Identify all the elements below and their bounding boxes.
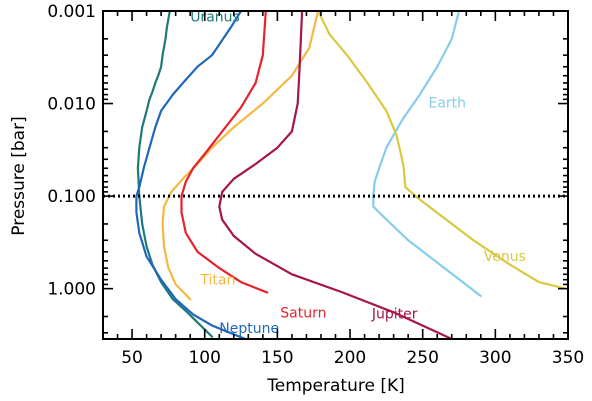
y-tick-label: 1.000 [47,280,96,300]
x-tick-label: 300 [479,348,511,368]
x-tick-label: 50 [121,348,143,368]
series-line-saturn [180,11,269,294]
x-tick-label: 250 [406,348,438,368]
series-label-earth: Earth [429,95,467,111]
series-label-venus: Venus [484,249,526,265]
series-labels-layer: Uranus Earth Venus Titan Saturn Jupiter Neptun… [190,10,526,337]
x-tick-label: 150 [261,348,293,368]
y-axis-title: Pressure [bar] [9,116,29,235]
series-label-uranus: Uranus [190,10,240,26]
tick-labels-layer: 50 100 150 200 250 300 350 0.001 0.010 0.100 1.000 [47,2,584,368]
y-tick-label: 0.001 [47,2,96,22]
series-line-uranus [136,11,214,338]
series-line-neptune [135,11,247,339]
series-line-earth [372,11,482,298]
series-label-saturn: Saturn [280,305,326,321]
x-tick-label: 350 [552,348,584,368]
series-label-neptune: Neptune [219,321,279,337]
y-tick-label: 0.010 [47,95,96,115]
series-label-jupiter: Jupiter [371,306,418,322]
ticks-layer [102,10,569,339]
series-line-titan [161,11,320,301]
x-tick-label: 100 [188,348,220,368]
x-axis-title: Temperature [K] [266,376,405,396]
series-line-jupiter [218,11,453,339]
series-line-venus [317,11,567,290]
series-label-titan: Titan [199,272,235,288]
x-tick-label: 200 [334,348,366,368]
y-tick-label: 0.100 [47,187,96,207]
series-layer [135,11,567,339]
